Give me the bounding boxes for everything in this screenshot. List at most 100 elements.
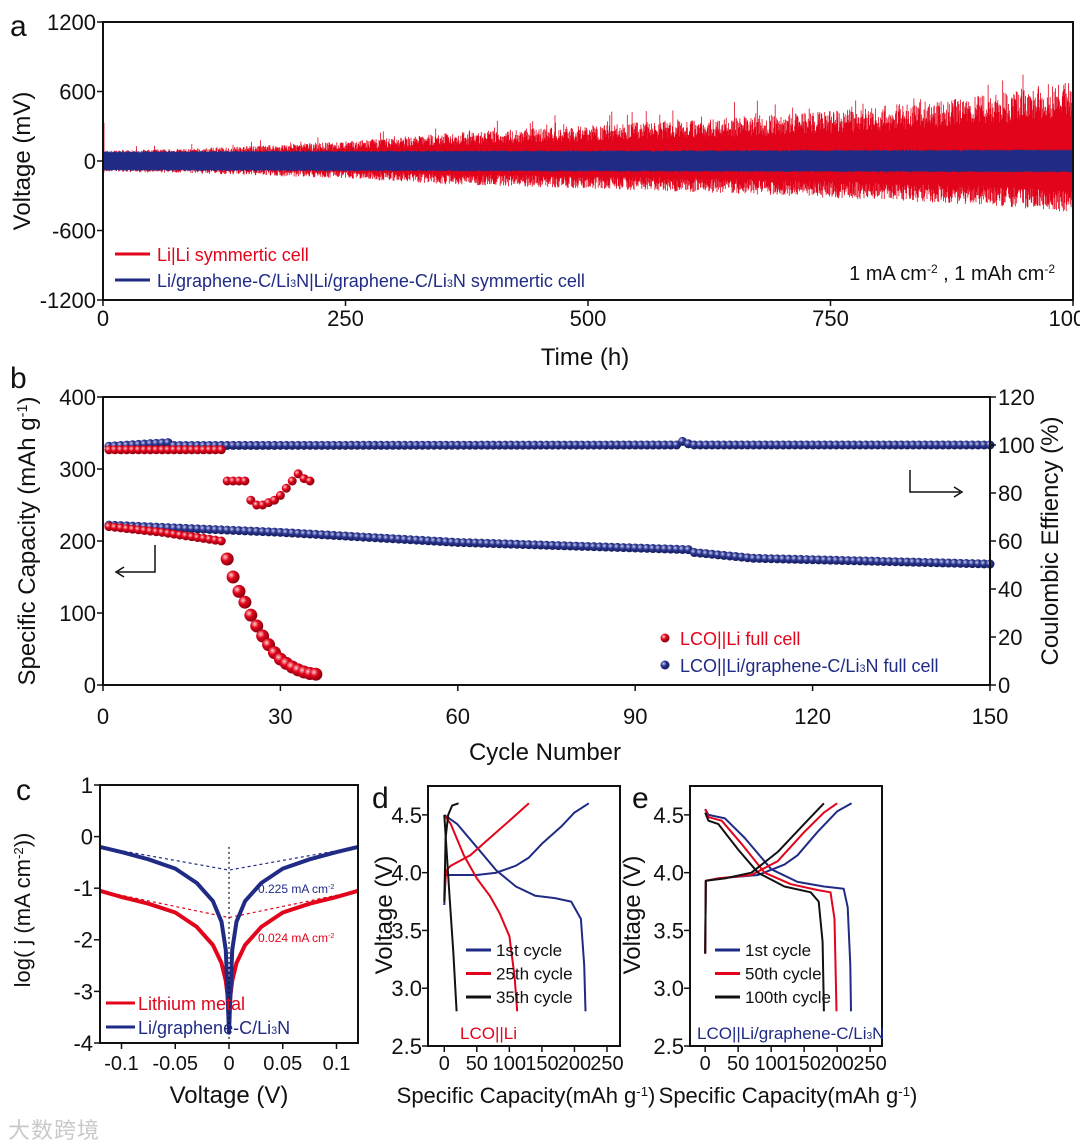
y-tick-label: 60 [998,529,1022,554]
y-axis-title-right: Coulombic Effiency (%) [1037,417,1064,666]
x-tick-label: 0 [223,1053,234,1075]
y-tick-label: 0 [998,673,1010,698]
discharge-curve [443,814,587,1012]
red-capacity-point [220,552,234,566]
x-tick-label: 0 [700,1053,711,1075]
charge-curve [704,802,825,954]
y-axis-title-left: Specific Capacity (mAh g-1) [14,397,41,686]
exchange-current-red: 0.024 mA cm-2 [258,931,334,946]
charge-curve [443,802,530,896]
legend-label-lco-li: LCO||Li full cell [680,629,800,649]
red-capacity-point [250,619,264,633]
legend-label: 1st cycle [496,941,562,960]
y-tick-label: 600 [59,79,96,104]
x-tick-label: 500 [570,306,607,331]
y-tick-label: 80 [998,481,1022,506]
y-axis-title-a: Voltage (mV) [9,92,36,231]
discharge-curve [443,814,519,1012]
panel-label-d: d [372,782,389,815]
y-tick-label: 3.0 [391,976,422,1001]
x-tick-label: 60 [446,704,470,729]
x-tick-label: 750 [812,306,849,331]
legend-label-li-graphene: Li/graphene-C/Li3N [138,1018,290,1038]
y-tick-label: -3 [73,979,93,1004]
legend-label: 100th cycle [745,988,831,1007]
y-tick-label: 100 [59,601,96,626]
discharge-curve [443,814,458,1012]
red-ce-point [240,476,250,486]
x-tick-label: 50 [727,1053,749,1075]
tafel-tangent-line [99,846,359,871]
discharge-curve [704,808,838,1012]
y-tick-label: 0 [81,825,93,850]
y-tick-label: -1200 [40,288,96,313]
y-tick-label: 1 [81,773,93,798]
legend-label: 25th cycle [496,965,573,984]
y-axis-title-e: Voltage (V) [619,856,646,975]
legend-label: 50th cycle [745,965,822,984]
y-tick-label: 0 [84,673,96,698]
exchange-current-blue: 0.225 mA cm-2 [258,882,334,897]
x-axis-title-b: Cycle Number [469,739,621,766]
y-tick-label: 200 [59,529,96,554]
x-tick-label: 0.1 [323,1053,351,1075]
x-tick-label: 150 [525,1053,558,1075]
red-capacity-point [232,584,246,598]
x-tick-label: 200 [558,1053,591,1075]
panel-label-e: e [632,782,649,815]
current-density-annotation: 1 mA cm-2 , 1 mAh cm-2 [849,262,1055,285]
red-ce-point [305,476,315,486]
x-tick-label: 0 [97,704,109,729]
legend-marker-blue [660,660,670,670]
y-tick-label: 40 [998,577,1022,602]
y-tick-label: 2.5 [391,1034,422,1059]
y-axis-title-c: log( j (mA cm-2)) [10,833,35,988]
y-tick-label: 20 [998,625,1022,650]
legend-marker-red [660,633,670,643]
red-ce-point [281,483,291,493]
watermark: 大数跨境 [8,1119,101,1144]
red-capacity-point [309,667,323,681]
arrow-right-axis-icon [909,470,964,498]
x-tick-label: 250 [327,306,364,331]
x-tick-label: 250 [590,1053,623,1075]
y-tick-label: -2 [73,928,93,953]
legend-label-lithium: Lithium metal [138,994,245,1014]
charge-curve [443,802,459,902]
y-tick-label: 120 [998,385,1035,410]
red-ce-point [275,490,285,500]
discharge-curve [704,812,825,1012]
y-axis-title-d: Voltage (V) [371,856,398,975]
x-tick-label: -0.1 [104,1053,138,1075]
red-ce-point [287,476,297,486]
x-tick-label: 0 [97,306,109,331]
legend-label-lco-graphene: LCO||Li/graphene-C/Li3N full cell [680,656,939,676]
plot-frame-d [427,785,621,1047]
li-li-voltage-trace [103,74,1073,212]
x-tick-label: 100 [493,1053,526,1075]
legend-label: 1st cycle [745,941,811,960]
x-tick-label: 150 [787,1053,820,1075]
y-tick-label: 3.0 [653,976,684,1001]
x-tick-label: 90 [623,704,647,729]
legend-label: 35th cycle [496,988,573,1007]
legend-label-li-graphene: Li/graphene-C/Li3N|Li/graphene-C/Li3N sy… [157,271,585,291]
y-tick-label: 400 [59,385,96,410]
plot-frame-e [689,785,883,1047]
panel-label-b: b [10,362,27,395]
x-axis-title-e: Specific Capacity(mAh g-1) [659,1083,918,1108]
cell-annotation-e: LCO||Li/graphene-C/Li3N [697,1024,884,1043]
legend-label-li-li: Li|Li symmertic cell [157,245,309,265]
red-capacity-point [226,570,240,584]
y-tick-label: 1200 [47,10,96,35]
x-tick-label: 50 [466,1053,488,1075]
y-tick-label: -600 [52,218,96,243]
y-tick-label: 3.5 [653,918,684,943]
x-tick-label: 250 [853,1053,886,1075]
y-tick-label: 300 [59,457,96,482]
x-tick-label: 0.05 [263,1053,302,1075]
y-tick-label: 4.0 [391,861,422,886]
y-tick-label: 4.0 [653,861,684,886]
